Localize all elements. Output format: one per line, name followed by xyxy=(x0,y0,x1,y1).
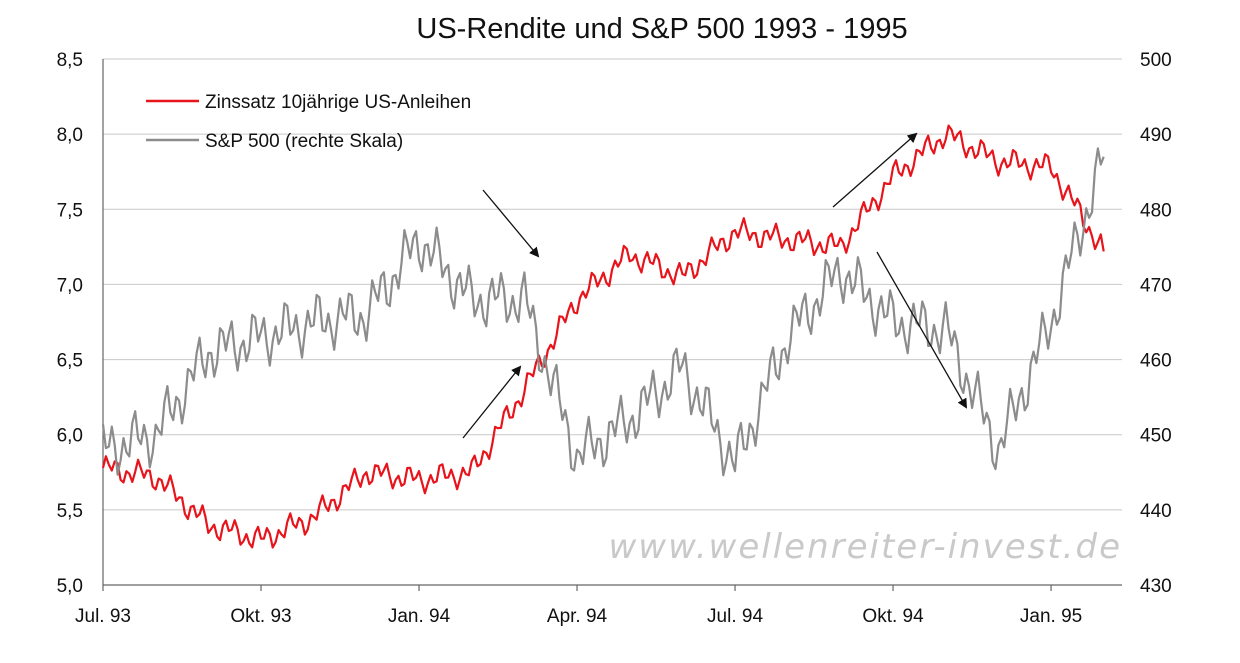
x-tick-label: Jul. 94 xyxy=(707,606,763,627)
right-tick-label: 500 xyxy=(1140,50,1172,71)
left-tick-label: 8,5 xyxy=(57,50,83,71)
left-tick-label: 6,5 xyxy=(57,351,83,372)
series-line-0 xyxy=(101,124,1105,549)
annotation-arrow xyxy=(462,365,522,439)
series-lines xyxy=(101,124,1105,549)
right-axis-ticks: 430 440 450 460 470 480 490 500 xyxy=(1140,50,1172,597)
x-tick-label: Okt. 93 xyxy=(230,606,291,627)
x-axis-ticks: Jul. 93 Okt. 93 Jan. 94 Apr. 94 Jul. 94 Okt. … xyxy=(75,585,1082,627)
axes xyxy=(102,59,1122,586)
x-tick-label: Apr. 94 xyxy=(547,606,608,627)
left-tick-label: 5,0 xyxy=(57,576,83,597)
chart-title: US-Rendite und S&P 500 1993 - 1995 xyxy=(416,13,907,45)
gridlines xyxy=(103,58,1122,511)
left-tick-label: 8,0 xyxy=(57,125,83,146)
x-tick-label: Okt. 94 xyxy=(862,606,924,627)
watermark: www.wellenreiter-invest.de xyxy=(608,527,1122,567)
annotation-arrow xyxy=(482,189,540,258)
right-tick-label: 490 xyxy=(1140,125,1172,146)
right-tick-label: 440 xyxy=(1140,501,1172,522)
annotation-arrow xyxy=(876,251,967,409)
right-tick-label: 460 xyxy=(1140,351,1172,372)
left-tick-label: 5,5 xyxy=(57,501,83,522)
legend-label-rate: Zinssatz 10jährige US-Anleihen xyxy=(205,92,471,113)
left-tick-label: 7,5 xyxy=(57,200,83,221)
legend-label-sp500: S&P 500 (rechte Skala) xyxy=(205,131,403,152)
x-tick-label: Jan. 94 xyxy=(388,606,451,627)
annotation-arrow xyxy=(832,132,918,208)
right-tick-label: 470 xyxy=(1140,275,1172,296)
right-tick-label: 430 xyxy=(1140,576,1172,597)
x-tick-label: Jul. 93 xyxy=(75,606,131,627)
legend: Zinssatz 10jährige US-Anleihen S&P 500 (… xyxy=(146,92,471,152)
right-tick-label: 480 xyxy=(1140,200,1172,221)
series-line-1 xyxy=(101,147,1105,477)
left-axis-ticks: 5,0 5,5 6,0 6,5 7,0 7,5 8,0 8,5 xyxy=(57,50,83,597)
left-tick-label: 7,0 xyxy=(57,275,83,296)
x-tick-label: Jan. 95 xyxy=(1020,606,1082,627)
left-tick-label: 6,0 xyxy=(57,426,83,447)
annotation-arrows xyxy=(462,132,967,439)
right-tick-label: 450 xyxy=(1140,426,1172,447)
